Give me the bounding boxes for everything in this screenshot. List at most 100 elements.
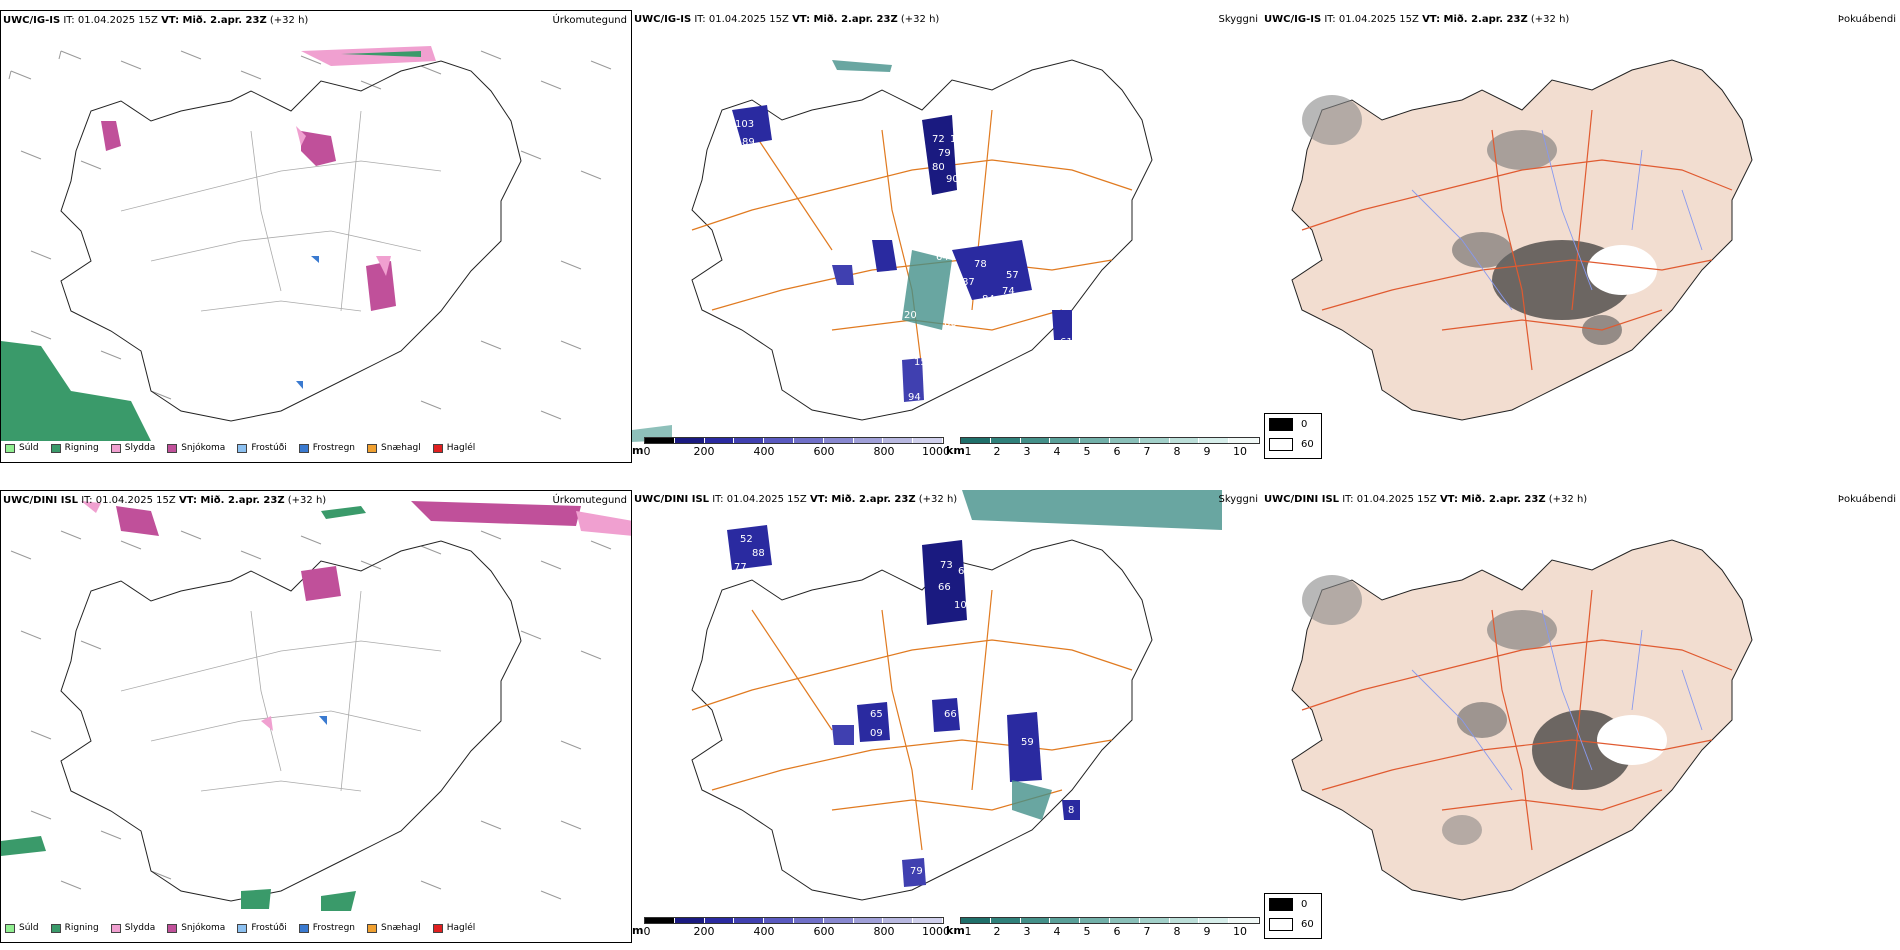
precip-map-top: [1, 46, 612, 441]
legend-item-frostregn: Frostregn: [298, 923, 355, 933]
ceiling-label: 73: [940, 560, 953, 571]
ceiling-label: 89: [742, 137, 755, 148]
fog-map-top: [1291, 59, 1753, 421]
ceiling-label: 20: [904, 310, 917, 321]
precip-panel-bottom: UWC/DINI ISL IT: 01.04.2025 15Z VT: Mið.…: [0, 490, 632, 943]
fog-legend-bottom: 0 60: [1264, 893, 1322, 939]
rivers: [1411, 609, 1703, 791]
ceiling-panel-top: 103 89 72 15 79 80 90 64 78 57 74 84 197…: [632, 10, 1262, 463]
precip-title-bottom: UWC/DINI ISL IT: 01.04.2025 15Z VT: Mið.…: [3, 495, 327, 506]
legend-item-frostudi: Frostúði: [237, 923, 287, 933]
fog-panel-top: UWC/IG-IS IT: 01.04.2025 15Z VT: Mið. 2.…: [1262, 10, 1900, 463]
wind-barbs: [10, 530, 612, 900]
ceiling-label: 101: [954, 600, 973, 611]
ceiling-label: 66: [938, 582, 951, 593]
legend-item-rigning: Rigning: [50, 443, 99, 453]
roads: [1301, 109, 1733, 371]
precip-panel-top: UWC/IG-IS IT: 01.04.2025 15Z VT: Mið. 2.…: [0, 10, 632, 463]
iceland-coast: [691, 59, 1153, 421]
legend-item-frostudi: Frostúði: [237, 443, 287, 453]
ceiling-label: 74: [1002, 286, 1015, 297]
legend-item-sauld: Súld: [5, 923, 39, 933]
legend-swatch: [5, 923, 15, 933]
ceiling-labels: 103 89 72 15 79 80 90 64 78 57 74 84 197…: [735, 119, 1073, 403]
height-scale-bottom: m 0 200 400 600 800 1000: [632, 917, 950, 938]
legend-swatch: [5, 443, 15, 453]
legend-swatch: [167, 923, 178, 933]
legend-item-slydda: Slydda: [110, 923, 155, 933]
ceiling-title-bottom: UWC/DINI ISL IT: 01.04.2025 15Z VT: Mið.…: [634, 494, 958, 505]
ceiling-label: 103: [735, 119, 754, 130]
ceiling-label: 15: [950, 134, 963, 145]
iceland-coast: [691, 539, 1153, 901]
legend-item-snaehagl: Snæhagl: [367, 443, 421, 453]
legend-swatch: [298, 923, 309, 933]
rivers: [1411, 129, 1703, 311]
fog-title-top: UWC/IG-IS IT: 01.04.2025 15Z VT: Mið. 2.…: [1264, 14, 1570, 25]
legend-swatch: [298, 443, 309, 453]
wind-barbs: [8, 50, 612, 420]
legend-swatch: [432, 443, 443, 453]
precip-map-bottom: [1, 501, 631, 911]
legend-item-haglel: Haglél: [432, 443, 475, 453]
vis-scale-bar: [960, 917, 1260, 924]
fog-product-label-top: Þokuábendi: [1837, 14, 1896, 25]
fog-shading: [1302, 95, 1657, 345]
legend-swatch: [167, 443, 178, 453]
ceiling-label: 88: [752, 548, 765, 559]
ceiling-label: 78: [974, 259, 987, 270]
height-scale-unit: m: [632, 444, 644, 457]
vis-scale-ticks: 1 2 3 4 5 6 7 8 9 10: [964, 925, 1248, 938]
ceiling-map-top: 103 89 72 15 79 80 90 64 78 57 74 84 197…: [632, 59, 1153, 442]
ceiling-label: 72: [932, 134, 945, 145]
height-scale-bar: [644, 437, 944, 444]
ceiling-label: 64: [936, 252, 949, 263]
ceiling-label: 90: [946, 174, 959, 185]
roads: [120, 590, 442, 792]
fog-panel-bottom: UWC/DINI ISL IT: 01.04.2025 15Z VT: Mið.…: [1262, 490, 1900, 943]
ceiling-areas: [632, 60, 1072, 442]
height-scale-unit: m: [632, 924, 644, 937]
legend-swatch: [110, 923, 121, 933]
precip-legend-top: Súld Rigning Slydda Snjókoma Frostúði Fr…: [5, 443, 487, 453]
fog-legend-swatch: [1269, 897, 1293, 911]
ceiling-label: 15: [914, 357, 927, 368]
ceiling-label: 59: [1021, 737, 1034, 748]
fog-legend-top: 0 60: [1264, 413, 1322, 459]
legend-item-snjokoma: Snjókoma: [167, 443, 225, 453]
ceiling-label: 09: [870, 728, 883, 739]
ceiling-label: 94: [908, 392, 921, 403]
vis-scale-bar: [960, 437, 1260, 444]
ceiling-panel-bottom: 52 77 88 73 66 101 63 65 66 09 59 79 8 U…: [632, 490, 1262, 943]
fog-legend-swatch: [1269, 437, 1293, 451]
legend-item-rigning: Rigning: [50, 923, 99, 933]
fog-product-label-bottom: Þokuábendi: [1837, 494, 1896, 505]
ceiling-label: 87: [962, 277, 975, 288]
ceiling-label: 197: [972, 305, 991, 316]
ceiling-areas: [727, 490, 1222, 887]
ceiling-label: 63: [958, 566, 971, 577]
legend-item-haglel: Haglél: [432, 923, 475, 933]
ceiling-label: 59: [930, 385, 943, 396]
roads: [1301, 589, 1733, 851]
fog-legend-swatch: [1269, 417, 1293, 431]
precip-areas: [1, 46, 436, 441]
legend-swatch: [432, 923, 443, 933]
ceiling-label: 8: [1068, 805, 1074, 816]
height-scale-ticks: 0 200 400 600 800 1000: [643, 445, 951, 458]
legend-swatch: [237, 923, 248, 933]
ceiling-label: 80: [932, 162, 945, 173]
legend-swatch: [237, 443, 248, 453]
precip-title-top: UWC/IG-IS IT: 01.04.2025 15Z VT: Mið. 2.…: [3, 15, 309, 26]
vis-scale-unit: km: [946, 444, 965, 457]
legend-item-slydda: Slydda: [110, 443, 155, 453]
legend-swatch: [110, 443, 121, 453]
ceiling-label: 77: [734, 562, 747, 573]
ceiling-label: 57: [1006, 270, 1019, 281]
precip-product-label-bottom: Úrkomutegund: [552, 495, 627, 506]
vis-scale-bottom: km 1 2 3 4 5 6 7 8 9 10: [946, 917, 1260, 938]
ceiling-label: 66: [944, 709, 957, 720]
fog-shading: [1302, 575, 1667, 845]
legend-item-sauld: Súld: [5, 443, 39, 453]
vis-scale-ticks: 1 2 3 4 5 6 7 8 9 10: [964, 445, 1248, 458]
